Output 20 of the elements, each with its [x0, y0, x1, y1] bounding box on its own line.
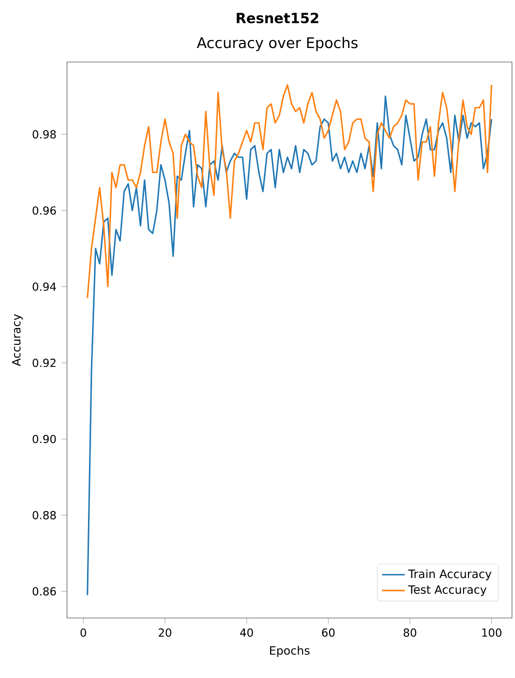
- legend-label: Test Accuracy: [408, 585, 486, 596]
- y-tick-label: 0.88: [32, 510, 56, 520]
- chart-subtitle: Accuracy over Epochs: [196, 36, 358, 52]
- y-axis-title: Accuracy: [12, 314, 23, 366]
- line-series: [86, 96, 492, 596]
- x-tick-label: 20: [158, 628, 172, 637]
- x-tick-label: 0: [80, 628, 86, 637]
- x-tick-label: 100: [482, 628, 502, 637]
- y-tick-label: 0.98: [32, 130, 56, 139]
- y-tick-label: 0.92: [32, 358, 56, 368]
- chart-title: Resnet152: [236, 12, 318, 24]
- x-tick-label: 80: [404, 628, 416, 637]
- y-tick-label: 0.94: [32, 282, 56, 291]
- legend-label: Train Accuracy: [408, 569, 492, 580]
- y-tick-label: 0.90: [32, 434, 56, 444]
- x-axis-title: Epochs: [270, 646, 310, 658]
- y-tick-label: 0.96: [32, 206, 56, 215]
- y-tick-label: 0.86: [32, 587, 56, 596]
- x-tick-label: 60: [322, 628, 335, 637]
- x-tick-label: 40: [240, 628, 253, 637]
